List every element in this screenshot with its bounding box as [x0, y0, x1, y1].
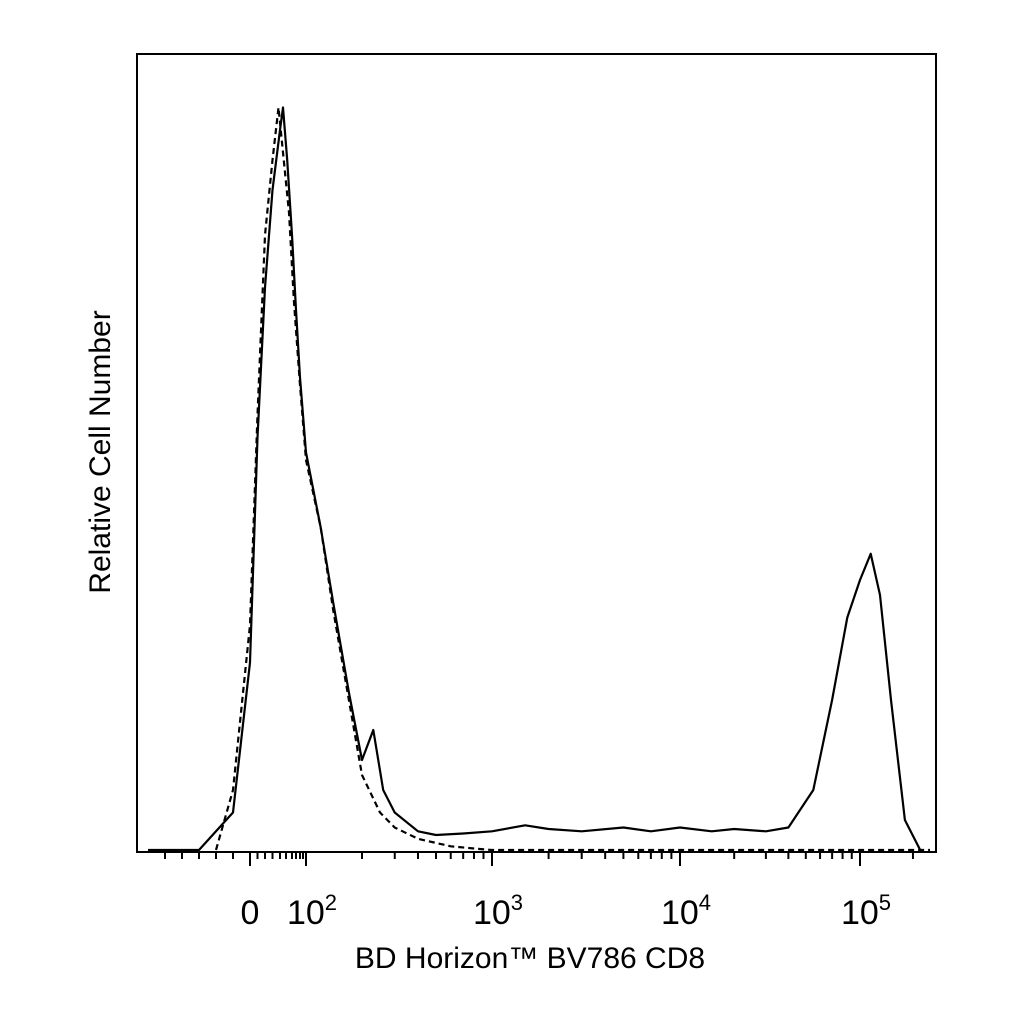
x-axis-title: BD Horizon™ BV786 CD8 — [355, 942, 705, 975]
x-tick-label: 105 — [841, 890, 891, 932]
x-tick-base: 10 — [661, 894, 699, 932]
x-axis-ticks — [164, 852, 914, 866]
x-tick-base: 10 — [473, 894, 511, 932]
x-tick-label: 103 — [473, 890, 523, 932]
x-tick-exponent: 4 — [699, 890, 711, 915]
x-tick-exponent: 2 — [325, 890, 337, 915]
series-line-solid — [148, 106, 922, 852]
x-tick-label: 102 — [287, 890, 337, 932]
x-tick-exponent: 5 — [879, 890, 891, 915]
series-line-dashed — [214, 106, 930, 852]
x-tick-base: 10 — [841, 894, 879, 932]
x-tick-label: 104 — [661, 890, 711, 932]
x-tick-label: 0 — [241, 894, 260, 932]
x-tick-exponent: 3 — [511, 890, 523, 915]
x-tick-base: 10 — [287, 894, 325, 932]
series-layer — [148, 106, 930, 852]
plot-frame — [136, 53, 937, 853]
x-axis-tick-labels: 0 102 103 104 105 — [241, 890, 892, 932]
y-axis-title: Relative Cell Number — [84, 310, 117, 593]
